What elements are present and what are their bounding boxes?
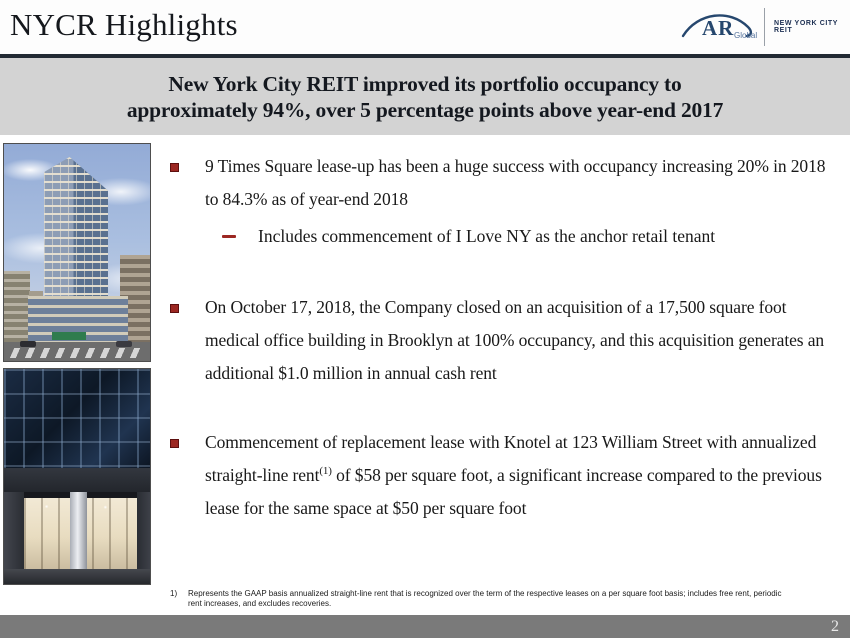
- sub-bullet-text: Includes commencement of I Love NY as th…: [258, 226, 716, 246]
- side-building-graphic: [4, 271, 30, 343]
- bullet-text-segment: of $58 per square foot, a significant in…: [205, 465, 822, 518]
- banner-line-2: approximately 94%, over 5 percentage poi…: [126, 98, 724, 122]
- lobby-column-graphic: [4, 491, 24, 569]
- bullet-brooklyn-acquisition: On October 17, 2018, the Company closed …: [170, 291, 832, 390]
- stone-band-graphic: [4, 467, 150, 492]
- logo-brand-suffix: Global: [734, 31, 758, 40]
- dash-icon: [222, 235, 236, 238]
- glass-curtain-wall-graphic: [4, 369, 150, 468]
- ar-global-logo-mark: AR Global: [678, 5, 760, 49]
- footnote: 1) Represents the GAAP basis annualized …: [170, 589, 810, 609]
- logo-entity-name: NEW YORK CITY REIT: [774, 20, 838, 34]
- car-graphic: [20, 341, 36, 347]
- footer-bar: 2: [0, 615, 850, 638]
- footnote-marker: 1): [170, 589, 178, 598]
- headline-banner: New York City REIT improved its portfoli…: [0, 58, 850, 135]
- bullet-square-icon: [170, 439, 179, 448]
- bullet-text: 9 Times Square lease-up has been a huge …: [205, 156, 826, 209]
- page-title: NYCR Highlights: [10, 7, 238, 42]
- bullet-text: On October 17, 2018, the Company closed …: [205, 297, 825, 383]
- logo-arc-icon: [681, 14, 753, 38]
- header-rule: [0, 54, 850, 58]
- entrance-pillar-graphic: [69, 491, 87, 569]
- header: NYCR Highlights AR Global NEW YORK CITY …: [0, 0, 850, 58]
- footnote-reference: (1): [319, 465, 332, 478]
- footnote-text: Represents the GAAP basis annualized str…: [188, 589, 782, 608]
- bullet-text-segment: Commencement of replacement lease with K…: [205, 432, 817, 485]
- logo-divider: [764, 8, 765, 46]
- bullet-text: Commencement of replacement lease with K…: [205, 426, 832, 525]
- ar-global-nycr-logo: AR Global NEW YORK CITY REIT: [678, 4, 844, 50]
- lobby-column-graphic: [137, 491, 150, 569]
- page-number: 2: [831, 618, 839, 635]
- sub-bullet-i-love-ny: Includes commencement of I Love NY as th…: [222, 220, 832, 253]
- pavement-graphic: [4, 568, 150, 584]
- bullet-square-icon: [170, 163, 179, 172]
- william-street-photo: [3, 368, 151, 585]
- car-graphic: [116, 341, 132, 347]
- bullet-square-icon: [170, 304, 179, 313]
- logo-brand-text: AR: [702, 16, 735, 40]
- nine-times-square-photo: [3, 143, 151, 362]
- crosswalk-graphic: [9, 348, 145, 358]
- bullet-knotel-lease: Commencement of replacement lease with K…: [170, 426, 832, 525]
- bullet-times-square: 9 Times Square lease-up has been a huge …: [170, 150, 832, 216]
- banner-line-1: New York City REIT improved its portfoli…: [168, 72, 682, 96]
- storefront-awning-graphic: [52, 332, 86, 340]
- lobby-graphic: [4, 491, 150, 569]
